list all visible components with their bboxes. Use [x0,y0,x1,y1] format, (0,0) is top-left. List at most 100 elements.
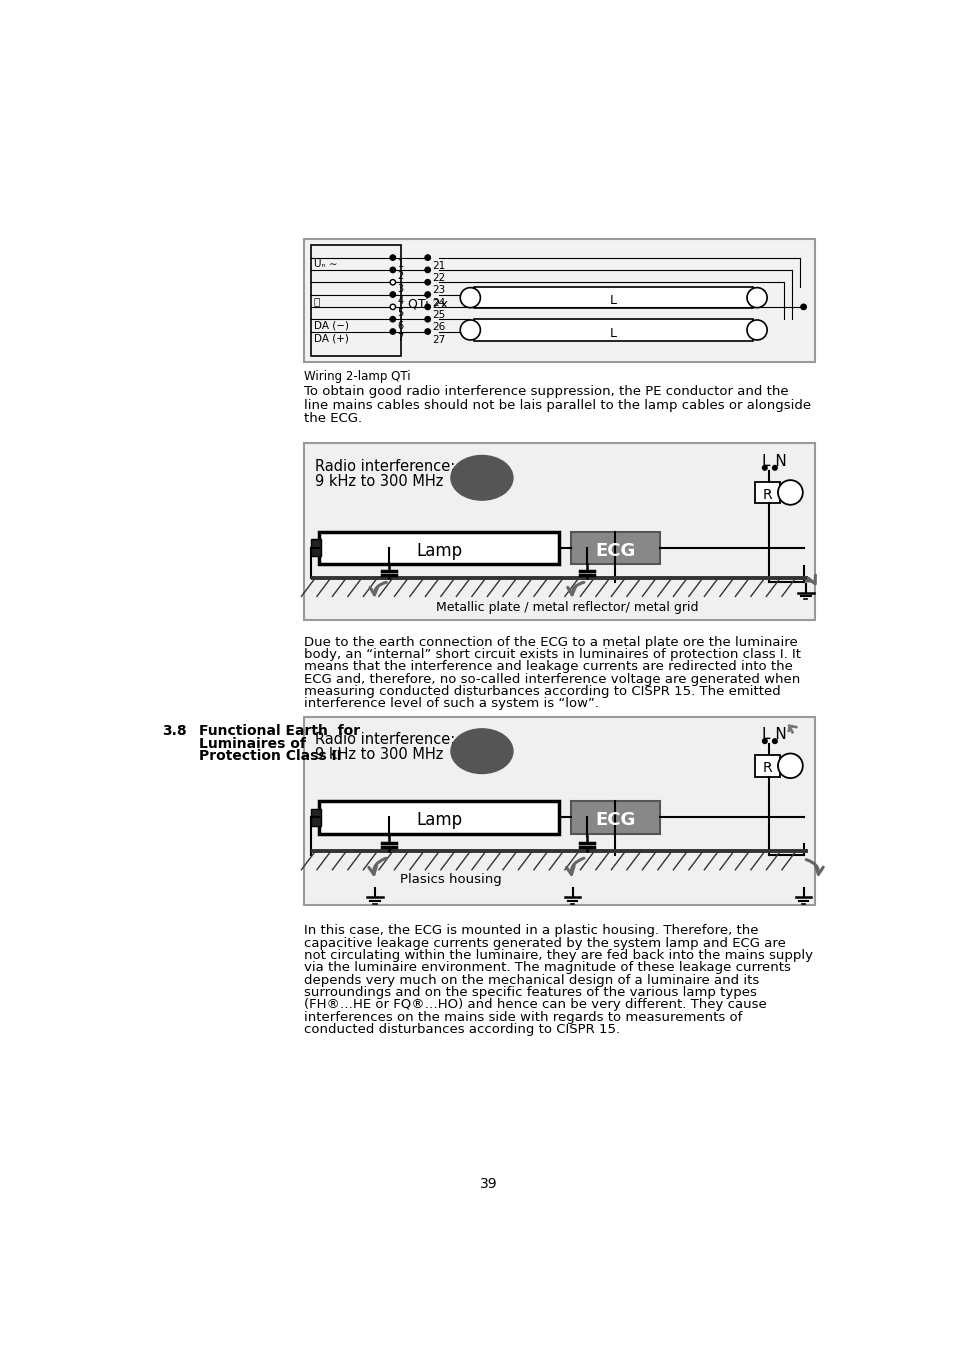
Text: body, an “internal” short circuit exists in luminaires of protection class I. It: body, an “internal” short circuit exists… [303,648,800,661]
Text: 22: 22 [432,273,445,282]
Text: Plasics housing: Plasics housing [399,873,501,886]
Ellipse shape [451,455,513,500]
Bar [754,482,779,503]
Text: 6: 6 [397,320,403,331]
Text: Radio interference:: Radio interference: [315,458,456,474]
Text: capacitive leakage currents generated by the system lamp and ECG are: capacitive leakage currents generated by… [303,936,784,950]
Text: 5: 5 [397,308,403,319]
Text: ECG: ECG [595,542,635,559]
Circle shape [778,754,802,778]
Bar [311,246,400,357]
Bar [474,319,753,340]
Bar [754,755,779,777]
Text: the ECG.: the ECG. [303,412,361,424]
Text: 4: 4 [397,296,403,307]
Text: 21: 21 [432,261,445,270]
Circle shape [424,316,430,322]
Circle shape [390,292,395,297]
Text: 1: 1 [397,259,403,269]
Text: Luminaires of: Luminaires of [199,736,306,751]
Circle shape [424,304,430,309]
Bar [319,532,558,565]
Text: 3.8: 3.8 [162,724,186,738]
Text: High: High [460,748,503,766]
Text: 26: 26 [432,323,445,332]
Text: 7: 7 [397,334,403,343]
Text: Protection Class II: Protection Class II [199,748,341,763]
Text: L N: L N [761,727,786,742]
Text: means that the interference and leakage currents are redirected into the: means that the interference and leakage … [303,661,792,673]
Bar [571,801,659,834]
Circle shape [772,739,777,743]
Text: 3: 3 [397,284,403,293]
Ellipse shape [451,728,513,774]
Text: L N: L N [761,454,786,469]
Text: interferences on the mains side with regards to measurements of: interferences on the mains side with reg… [303,1011,741,1024]
Circle shape [390,304,395,309]
Text: Uₙ ∼: Uₙ ∼ [314,259,337,269]
Text: via the luminaire environment. The magnitude of these leakage currents: via the luminaire environment. The magni… [303,962,790,974]
Text: R: R [761,761,771,775]
Circle shape [424,255,430,261]
Text: (FH®…HE or FQ®…HO) and hence can be very different. They cause: (FH®…HE or FQ®…HO) and hence can be very… [303,998,765,1012]
Circle shape [800,304,805,309]
Text: DA (+): DA (+) [314,334,348,343]
Circle shape [424,280,430,285]
Text: R: R [761,488,771,501]
Circle shape [746,288,766,308]
Bar [311,809,320,825]
Circle shape [390,328,395,334]
Text: Radio interference:: Radio interference: [315,732,456,747]
Bar [303,716,815,905]
Circle shape [390,267,395,273]
Text: 27: 27 [432,335,445,345]
Text: 9 kHz to 300 MHz: 9 kHz to 300 MHz [315,474,443,489]
Circle shape [390,255,395,261]
Circle shape [390,316,395,322]
Text: QTi 2x...: QTi 2x... [408,297,460,311]
Text: interference level of such a system is “low”.: interference level of such a system is “… [303,697,598,711]
Circle shape [761,466,766,470]
Text: In this case, the ECG is mounted in a plastic housing. Therefore, the: In this case, the ECG is mounted in a pl… [303,924,758,938]
Circle shape [390,280,395,285]
Text: not circulating within the luminaire, they are fed back into the mains supply: not circulating within the luminaire, th… [303,948,812,962]
Text: To obtain good radio interference suppression, the PE conductor and the: To obtain good radio interference suppre… [303,385,787,399]
Text: Wiring 2-lamp QTi: Wiring 2-lamp QTi [303,370,410,384]
Text: ECG: ECG [595,812,635,830]
Text: DA (−): DA (−) [314,320,349,331]
Text: Due to the earth connection of the ECG to a metal plate ore the luminaire: Due to the earth connection of the ECG t… [303,636,797,648]
Circle shape [424,267,430,273]
Bar [319,801,558,834]
Circle shape [459,288,480,308]
Circle shape [761,739,766,743]
Text: ECG and, therefore, no so-called interference voltage are generated when: ECG and, therefore, no so-called interfe… [303,673,800,685]
Text: Functional Earth  for: Functional Earth for [199,724,360,738]
Text: surroundings and on the specific features of the various lamp types: surroundings and on the specific feature… [303,986,756,998]
Bar [303,443,815,620]
Text: 24: 24 [432,297,445,308]
Bar [571,532,659,565]
Bar [474,286,753,308]
Text: ⏚: ⏚ [314,296,319,307]
Text: depends very much on the mechanical design of a luminaire and its: depends very much on the mechanical desi… [303,974,759,986]
Bar [303,239,815,362]
Text: 23: 23 [432,285,445,296]
Text: line mains cables should not be lais parallel to the lamp cables or alongside: line mains cables should not be lais par… [303,399,810,412]
Circle shape [424,292,430,297]
Text: 9 kHz to 300 MHz: 9 kHz to 300 MHz [315,747,443,762]
Text: 25: 25 [432,309,445,320]
Text: L: L [610,327,617,339]
Circle shape [746,320,766,340]
Circle shape [778,480,802,505]
Text: Lamp: Lamp [416,542,462,559]
Text: measuring conducted disturbances according to CISPR 15. The emitted: measuring conducted disturbances accordi… [303,685,780,698]
Circle shape [772,466,777,470]
Text: Lamp: Lamp [416,812,462,830]
Text: L: L [610,295,617,307]
Text: 39: 39 [479,1177,497,1192]
Text: 2: 2 [397,272,403,281]
Bar [311,539,320,557]
Circle shape [459,320,480,340]
Text: Metallic plate / metal reflector/ metal grid: Metallic plate / metal reflector/ metal … [436,601,698,613]
Text: conducted disturbances according to CISPR 15.: conducted disturbances according to CISP… [303,1023,619,1036]
